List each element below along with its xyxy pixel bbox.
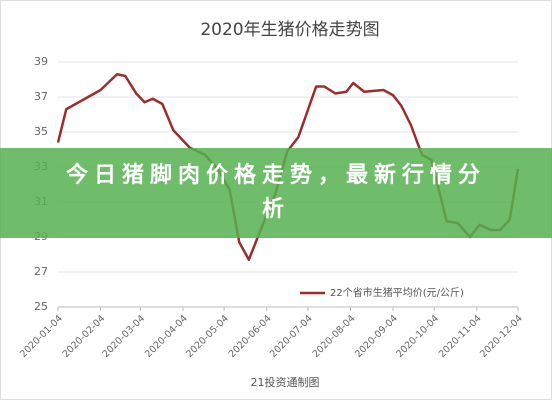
banner: 今日猪脚肉价格走势，最新行情分析: [0, 148, 552, 238]
y-tick-label: 27: [34, 265, 48, 278]
legend-label: 22个省市生猪平均价(元/公斤): [330, 286, 464, 299]
banner-title: 今日猪脚肉价格走势，最新行情分析: [65, 163, 486, 222]
y-tick-label: 39: [34, 55, 48, 68]
chart-title: 2020年生猪价格走势图: [200, 20, 379, 40]
y-tick-label: 35: [34, 125, 48, 138]
source: 21投资通制图: [251, 375, 320, 389]
y-tick-label: 37: [34, 90, 48, 103]
y-tick-label: 25: [34, 300, 48, 313]
